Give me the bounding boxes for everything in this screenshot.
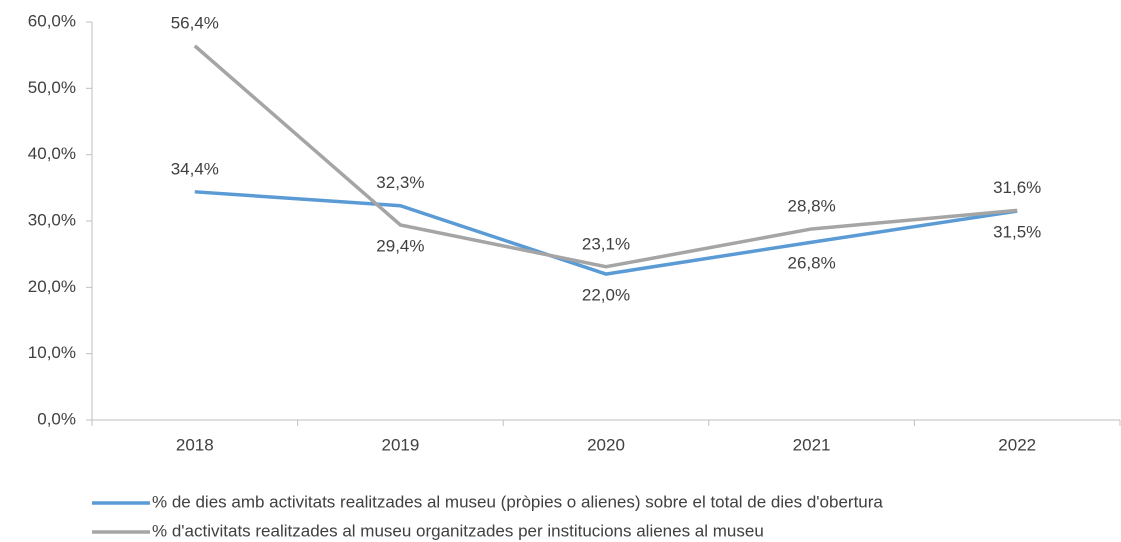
legend-label: % d'activitats realitzades al museu orga…: [152, 521, 764, 540]
y-tick-label: 10,0%: [28, 343, 76, 362]
series-line: [194, 190, 1018, 276]
y-tick-label: 30,0%: [28, 210, 76, 229]
legend-label: % de dies amb activitats realitzades al …: [152, 492, 883, 511]
data-label: 31,6%: [993, 178, 1041, 197]
y-tick-label: 0,0%: [37, 409, 76, 428]
x-tick-label: 2019: [381, 435, 419, 454]
data-label: 31,5%: [993, 223, 1041, 242]
data-label: 32,3%: [376, 173, 424, 192]
data-label: 29,4%: [376, 236, 424, 255]
y-tick-label: 20,0%: [28, 277, 76, 296]
y-tick-label: 50,0%: [28, 78, 76, 97]
x-tick-label: 2018: [176, 435, 214, 454]
x-tick-label: 2022: [998, 435, 1036, 454]
x-tick-label: 2021: [793, 435, 831, 454]
data-label: 23,1%: [582, 234, 630, 253]
x-tick-label: 2020: [587, 435, 625, 454]
data-label: 56,4%: [171, 13, 219, 32]
data-label: 28,8%: [787, 196, 835, 215]
data-label: 26,8%: [787, 254, 835, 273]
data-label: 22,0%: [582, 286, 630, 305]
y-tick-label: 60,0%: [28, 11, 76, 30]
y-tick-label: 40,0%: [28, 144, 76, 163]
data-label: 34,4%: [171, 159, 219, 178]
series-line: [193, 44, 1018, 269]
